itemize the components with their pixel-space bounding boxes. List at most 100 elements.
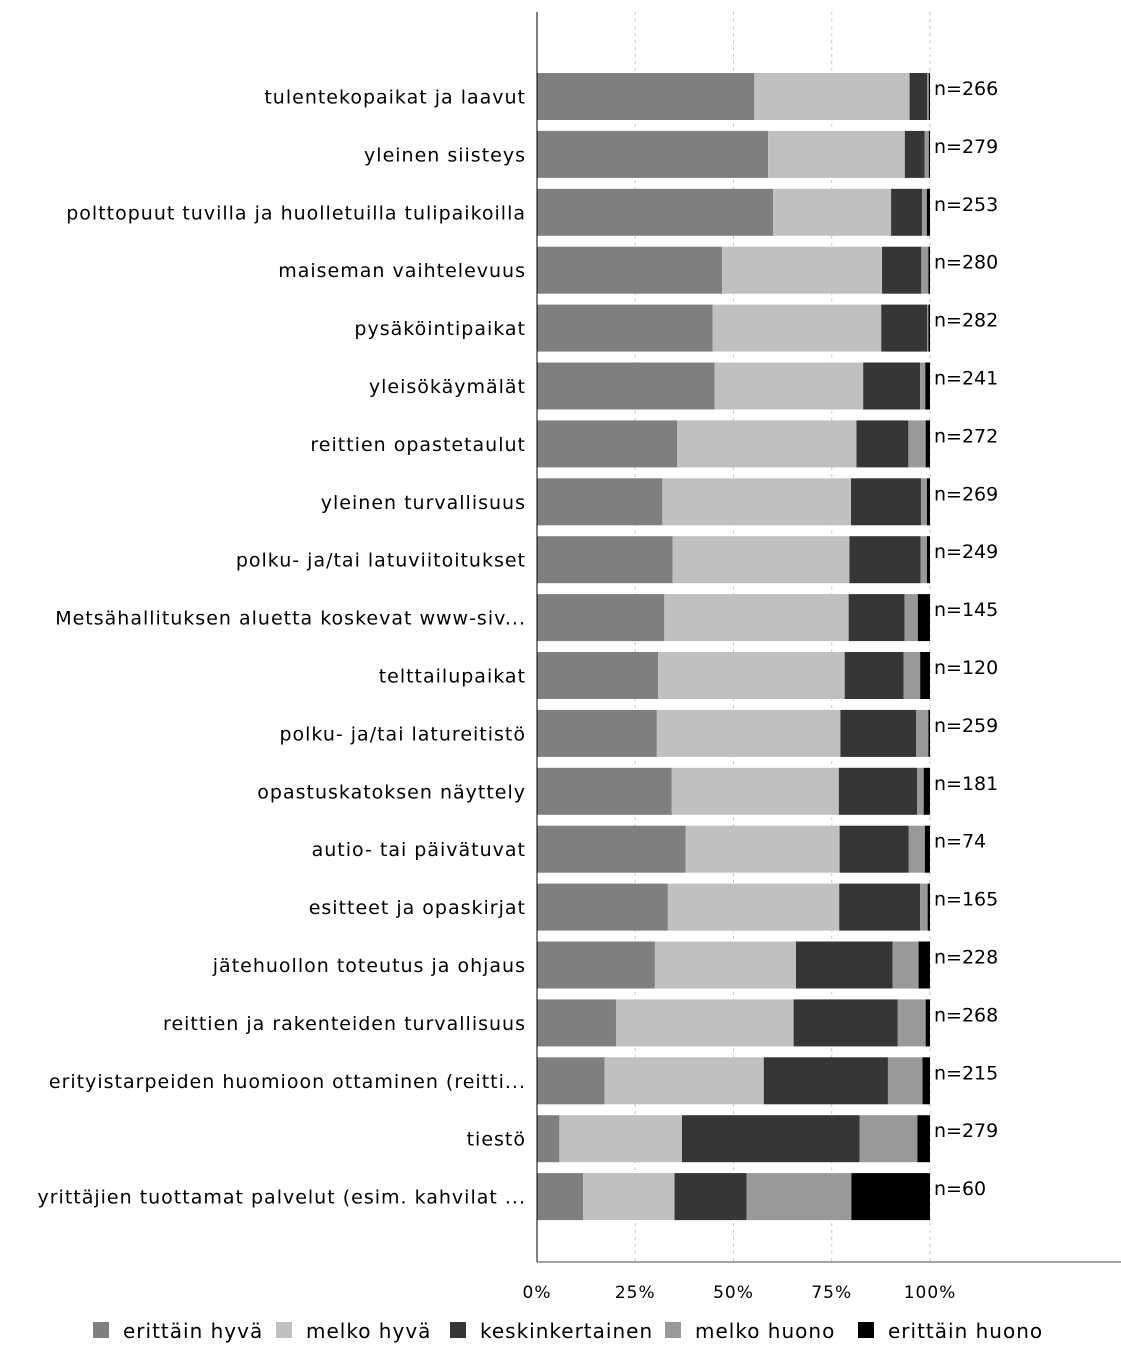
n-label: n=145	[934, 599, 998, 621]
bar-segment	[763, 1057, 888, 1105]
category-label: yleinen turvallisuus	[321, 492, 526, 514]
bar-segment	[714, 362, 864, 410]
legend-swatch	[858, 1322, 874, 1338]
bar-segment	[904, 130, 925, 178]
bar-segment	[537, 304, 713, 352]
legend: erittäin hyvä melko hyvä keskinkertainen me…	[93, 1319, 1042, 1343]
bar-segment	[537, 594, 665, 642]
legend-label: melko huono	[695, 1319, 835, 1343]
bar-segment	[615, 999, 794, 1047]
bar-segment	[604, 1057, 764, 1105]
bar-segment	[923, 767, 930, 815]
bar-segment	[920, 883, 928, 931]
bar-segment	[795, 941, 893, 989]
category-label: polku- ja/tai latureitistö	[279, 723, 526, 745]
bar-segment	[712, 304, 882, 352]
bar-segment	[863, 362, 921, 410]
bar-segment	[897, 999, 926, 1047]
bar-segment	[904, 594, 918, 642]
bar-segment	[891, 188, 923, 236]
bar-segment	[839, 883, 921, 931]
bar-segment	[928, 130, 930, 178]
bar-segment	[537, 73, 755, 120]
bar-segment	[674, 1173, 747, 1221]
bar-segment	[662, 478, 852, 526]
bar-segment	[920, 536, 927, 584]
bar-segment	[773, 188, 892, 236]
n-label: n=259	[934, 715, 998, 737]
n-labels: n=266 n=279 n=253 n=280 n=282 n=241 n=272 n=269…	[934, 78, 998, 1200]
bar-segment	[928, 709, 930, 757]
n-label: n=268	[934, 1004, 998, 1026]
legend-label: melko hyvä	[306, 1319, 431, 1343]
bar-segment	[908, 825, 925, 873]
bar-segment	[916, 709, 929, 757]
n-label: n=165	[934, 889, 998, 911]
bar-segment	[881, 304, 928, 352]
x-tick-label: 100%	[904, 1283, 957, 1303]
bar-segment	[582, 1173, 675, 1221]
bar-segment	[917, 767, 924, 815]
bar-segment	[537, 362, 715, 410]
bar-segment	[537, 1057, 605, 1105]
bar-segment	[920, 478, 927, 526]
bar-segment	[856, 420, 909, 468]
category-label: reittien opastetaulut	[310, 434, 526, 456]
n-label: n=253	[934, 194, 998, 216]
bar-segment	[537, 709, 657, 757]
bar-segment	[903, 652, 921, 699]
bar-segment	[656, 709, 841, 757]
bar-segment	[917, 594, 930, 642]
bar-segment	[537, 767, 672, 815]
n-label: n=269	[934, 483, 998, 505]
bar-segment	[928, 304, 930, 352]
bar-segment	[537, 536, 673, 584]
bar-segment	[839, 825, 909, 873]
n-label: n=60	[934, 1178, 986, 1200]
x-tick-label: 25%	[615, 1283, 656, 1303]
category-label: polku- ja/tai latuviitoitukset	[236, 550, 526, 572]
bar-segment	[849, 536, 921, 584]
n-label: n=280	[934, 252, 998, 274]
bar-segment	[924, 130, 929, 178]
category-label: yrittäjien tuottamat palvelut (esim. kah…	[37, 1187, 526, 1209]
bar-segment	[768, 130, 905, 178]
bar-segment	[928, 73, 930, 120]
category-label: tiestö	[467, 1129, 526, 1151]
x-tick-label: 75%	[811, 1283, 852, 1303]
n-label: n=272	[934, 425, 998, 447]
n-label: n=249	[934, 541, 998, 563]
bar-segment	[925, 362, 930, 410]
bar-segment	[672, 536, 850, 584]
bars	[537, 73, 930, 1221]
bar-segment	[922, 188, 927, 236]
x-tick-labels: 0% 25% 50% 75% 100%	[523, 1283, 957, 1303]
bar-segment	[918, 941, 930, 989]
legend-swatch	[276, 1322, 292, 1338]
bar-segment	[664, 594, 849, 642]
category-label: opastuskatoksen näyttely	[257, 781, 526, 803]
n-label: n=228	[934, 947, 998, 969]
bar-segment	[537, 1173, 583, 1221]
bar-segment	[927, 883, 930, 931]
n-label: n=279	[934, 136, 998, 158]
bar-segment	[722, 246, 883, 294]
bar-segment	[928, 246, 930, 294]
category-label: reittien ja rakenteiden turvallisuus	[163, 1013, 526, 1035]
bar-segment	[537, 941, 655, 989]
bar-segment	[537, 246, 723, 294]
bar-segment	[793, 999, 898, 1047]
n-label: n=241	[934, 368, 998, 390]
bar-segment	[754, 73, 910, 120]
bar-segment	[537, 652, 659, 699]
bar-segment	[840, 709, 917, 757]
bar-segment	[909, 73, 928, 120]
bar-segment	[838, 767, 918, 815]
category-label: autio- tai päivätuvat	[312, 839, 526, 861]
bar-segment	[844, 652, 904, 699]
bar-segment	[671, 767, 839, 815]
bar-segment	[685, 825, 840, 873]
bar-segment	[921, 246, 929, 294]
bar-segment	[920, 652, 930, 699]
